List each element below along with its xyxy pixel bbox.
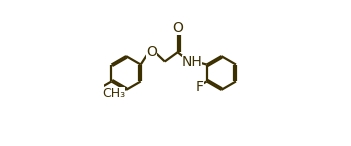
Text: CH₃: CH₃ [102, 87, 125, 100]
Text: NH: NH [181, 55, 202, 68]
Text: F: F [196, 80, 204, 94]
Text: O: O [172, 21, 183, 35]
Text: O: O [146, 45, 157, 59]
